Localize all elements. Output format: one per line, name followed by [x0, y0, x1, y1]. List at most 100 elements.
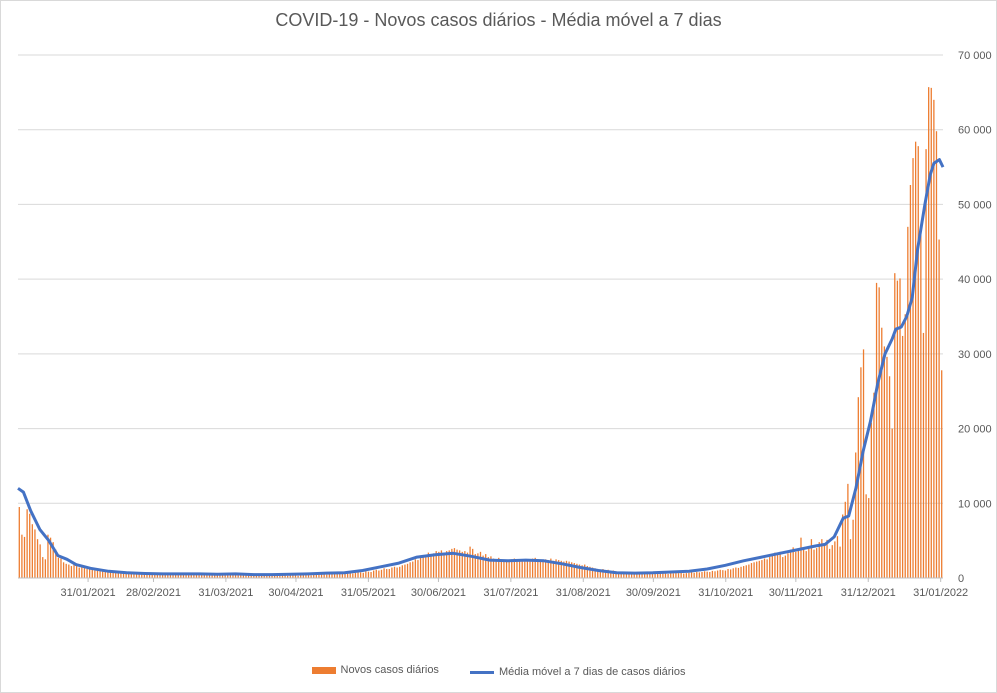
bar [36, 539, 39, 578]
bar [305, 574, 307, 578]
bar [459, 550, 461, 578]
bar [432, 553, 435, 578]
bar [732, 568, 734, 578]
bar [623, 572, 625, 578]
bar [498, 557, 500, 578]
bar [792, 547, 794, 578]
bar [703, 571, 706, 578]
bar [683, 573, 685, 578]
bar [823, 544, 826, 578]
bar [68, 564, 70, 578]
bar [365, 571, 367, 578]
bar [198, 573, 200, 578]
bar [636, 573, 638, 578]
bar [195, 574, 198, 578]
bar [81, 566, 83, 578]
bar [526, 560, 529, 578]
bar [422, 556, 424, 578]
x-tick-label: 30/11/2021 [769, 587, 823, 599]
bar-series-new-cases [18, 87, 943, 579]
x-tick-label: 30/09/2021 [626, 587, 681, 599]
bar [847, 483, 849, 578]
x-tick-label: 30/04/2021 [268, 587, 323, 599]
y-axis: 0 10 000 20 000 30 000 40 000 50 000 60 000 70 … [958, 50, 992, 585]
bar [34, 529, 36, 578]
moving-average-line [17, 158, 945, 577]
bar [120, 572, 122, 578]
bar [146, 573, 148, 578]
bar [349, 573, 351, 578]
bar [852, 519, 854, 578]
bar [787, 553, 789, 578]
bar [479, 551, 482, 578]
bar [359, 572, 362, 578]
bar [227, 573, 229, 578]
bar [469, 546, 471, 578]
bar [331, 573, 333, 578]
bar [393, 566, 396, 578]
bar [156, 573, 159, 578]
bar [91, 569, 93, 578]
bar [750, 563, 753, 578]
bar [857, 397, 859, 578]
bar [208, 573, 211, 578]
bar [143, 573, 146, 578]
bar [646, 573, 648, 578]
legend-swatch-bars [311, 666, 336, 674]
bar [99, 570, 101, 578]
bar [763, 558, 766, 578]
x-tick-label: 31/07/2021 [483, 587, 538, 599]
bar [391, 567, 393, 578]
bar [396, 567, 398, 578]
bar [909, 185, 912, 578]
legend-item-line: Média móvel a 7 dias de casos diários [470, 666, 685, 678]
bar [138, 573, 140, 578]
bar [576, 563, 578, 578]
bar [357, 572, 359, 578]
bar [776, 554, 779, 578]
bar [430, 554, 432, 578]
line-series-moving-average [17, 158, 945, 577]
bar [125, 572, 127, 578]
bar [745, 565, 747, 578]
bar [584, 564, 586, 578]
bar [52, 542, 54, 578]
bar [659, 573, 661, 578]
bar [677, 573, 680, 578]
bar [714, 571, 716, 578]
bar [253, 575, 255, 578]
bar [310, 575, 312, 578]
bar [779, 551, 781, 578]
chart-title: COVID-19 - Novos casos diários - Média m… [275, 10, 722, 30]
bar [894, 273, 896, 578]
bar [57, 557, 60, 578]
bar [591, 567, 594, 578]
bar [881, 327, 883, 578]
bar [75, 566, 78, 578]
bar [693, 572, 695, 578]
bar [722, 570, 724, 578]
bar [245, 574, 247, 578]
bar [670, 573, 672, 578]
bar [896, 280, 899, 578]
bar [761, 560, 763, 578]
bar [711, 570, 714, 578]
legend-label-bars: Novos casos diários [340, 664, 439, 676]
bar [461, 551, 463, 578]
bar [182, 574, 185, 578]
bar [172, 574, 174, 578]
bar [748, 564, 750, 578]
bar [477, 553, 479, 578]
x-tick-label: 31/05/2021 [341, 587, 396, 599]
bar [180, 575, 182, 578]
bar [685, 573, 687, 578]
bar [440, 550, 443, 578]
bar [485, 554, 487, 578]
bar [644, 572, 646, 578]
bar [544, 559, 547, 578]
bar [599, 569, 602, 578]
bar [456, 549, 458, 578]
bar [537, 559, 539, 578]
bar [448, 550, 450, 578]
bar [188, 574, 190, 578]
